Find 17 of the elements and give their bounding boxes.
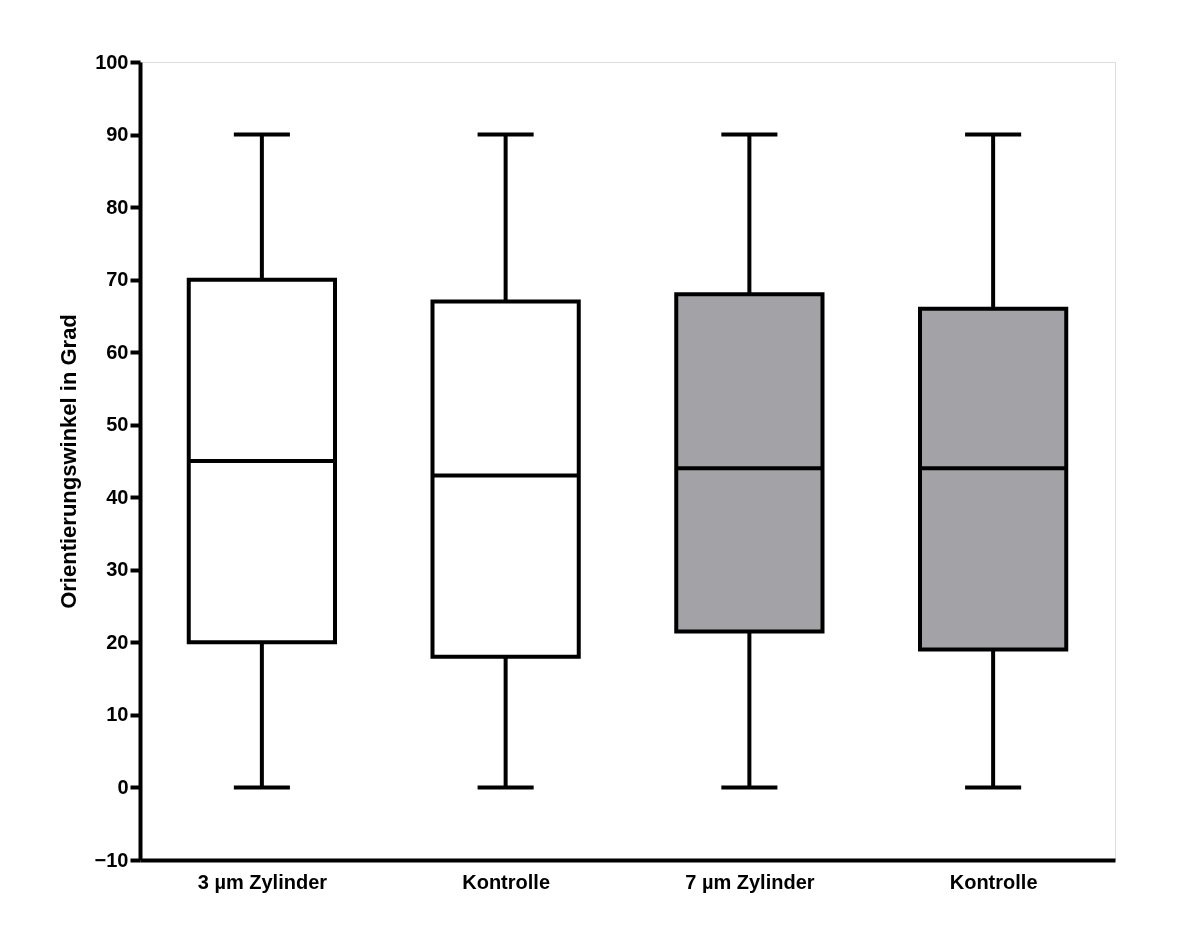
y-tick-label: 20	[106, 630, 129, 653]
y-tick-label: −10	[94, 848, 129, 871]
y-tick-label: 40	[106, 485, 129, 508]
y-tick-label: 80	[106, 195, 129, 218]
y-tick-label: 10	[106, 703, 129, 726]
y-tick-label: 70	[106, 268, 129, 291]
y-tick-label: 50	[106, 413, 129, 436]
x-tick-label: Kontrolle	[949, 870, 1038, 893]
x-tick-label: 7 µm Zylinder	[685, 870, 815, 893]
y-axis-title: Orientierungswinkel in Grad	[55, 314, 81, 609]
x-tick-label: Kontrolle	[462, 870, 551, 893]
x-tick-label: 3 µm Zylinder	[197, 870, 328, 893]
y-tick-label: 0	[117, 775, 129, 798]
y-tick-label: 30	[106, 558, 129, 581]
y-tick-label: 60	[106, 340, 129, 363]
y-tick-label: 100	[95, 50, 129, 73]
y-tick-label: 90	[106, 123, 129, 146]
